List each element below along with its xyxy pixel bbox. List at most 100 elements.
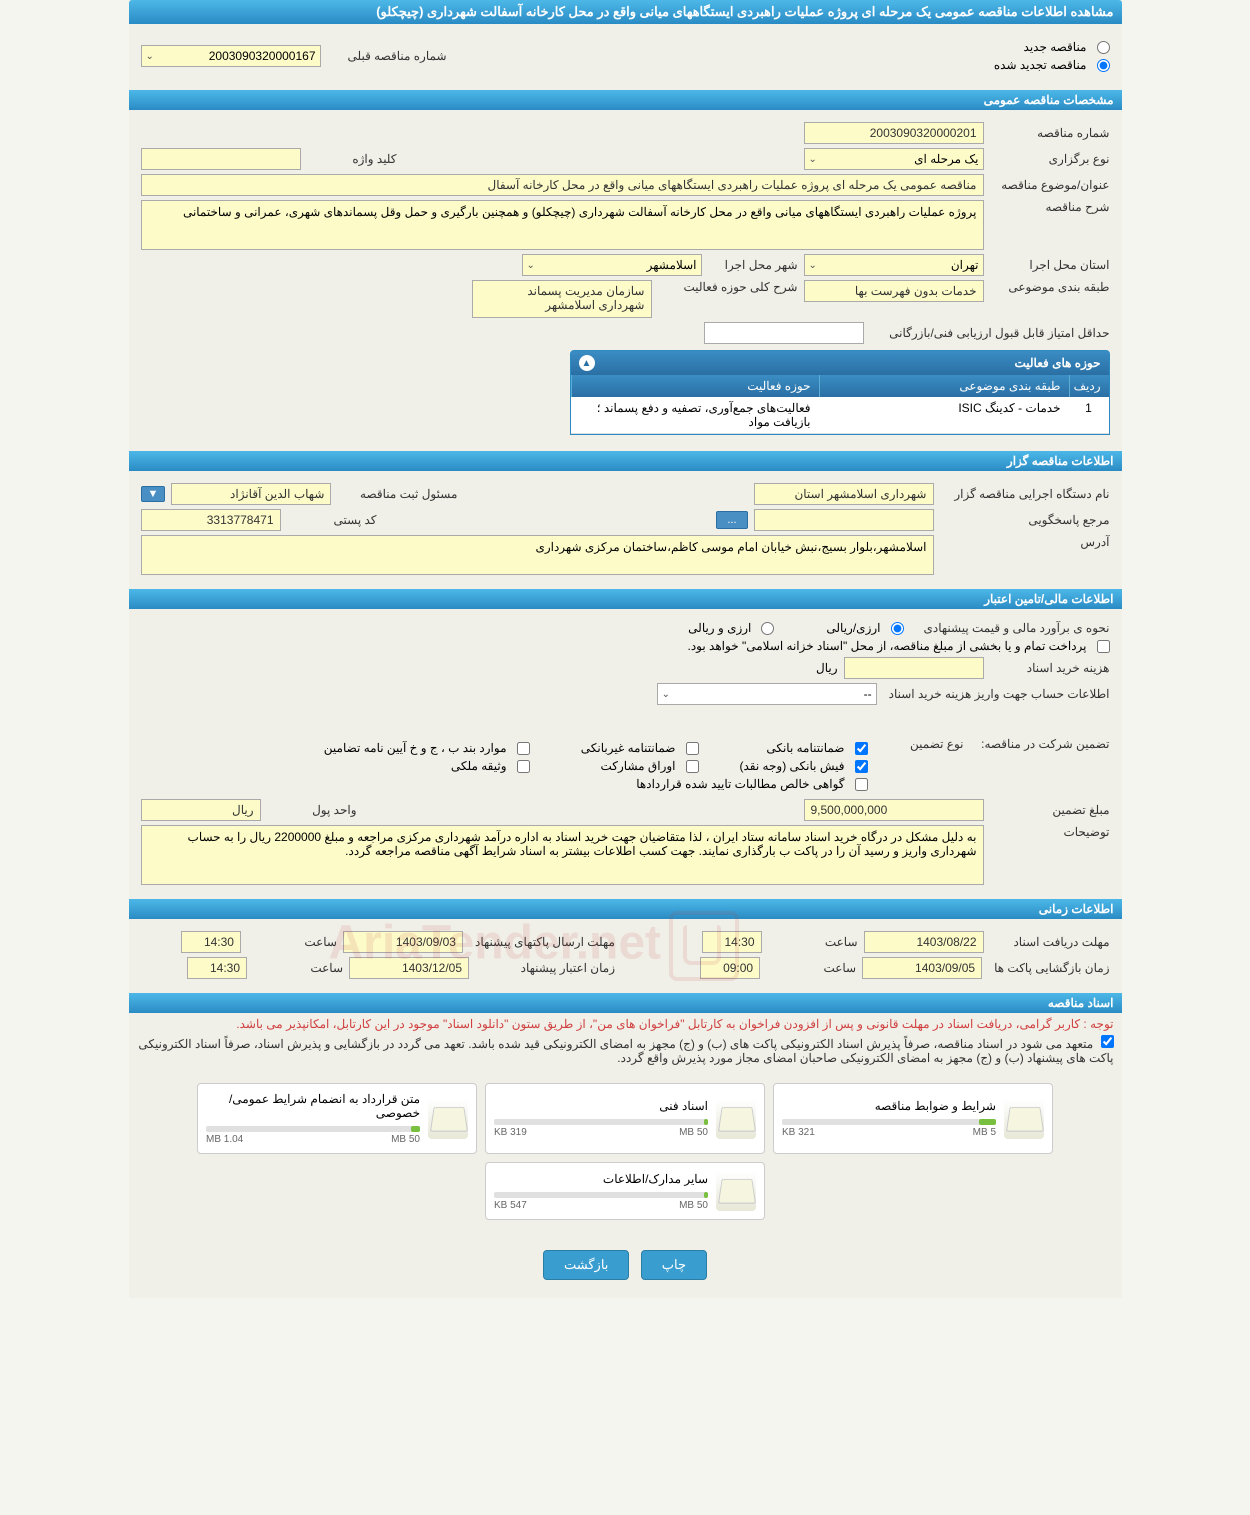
cell-ordinal: 1 [1069, 397, 1109, 433]
doc-price-label: هزینه خرید اسناد [990, 661, 1110, 675]
address-label: آدرس [940, 535, 1110, 549]
validity-time: 14:30 [187, 957, 247, 979]
city-label: شهر محل اجرا [708, 258, 798, 272]
reference-browse-btn[interactable]: ... [716, 511, 747, 529]
doc-price-unit: ریال [816, 661, 838, 675]
folder-icon [716, 1171, 756, 1211]
province-select[interactable]: تهران ⌄ [804, 254, 984, 276]
tender-renewed-radio[interactable] [1097, 59, 1110, 72]
description-field: پروژه عملیات راهبردی ایستگاههای میانی وا… [141, 200, 984, 250]
keyword-label: کلید واژه [307, 152, 397, 166]
chevron-down-icon: ⌄ [146, 51, 154, 62]
cell-category: خدمات - کدینگ ISIC [819, 397, 1069, 433]
file-title: اسناد فنی [494, 1099, 708, 1113]
estimate-label: نحوه ی برآورد مالی و قیمت پیشنهادی [910, 621, 1110, 635]
min-score-field[interactable] [704, 322, 864, 344]
print-button[interactable]: چاپ [641, 1250, 707, 1280]
currency-unit-field: ریال [141, 799, 261, 821]
notes-field: به دلیل مشکل در درگاه خرید اسناد سامانه … [141, 825, 984, 885]
table-row: 1 خدمات - کدینگ ISIC فعالیت‌های جمع‌آوری… [571, 397, 1109, 434]
holding-type-select[interactable]: یک مرحله ای ⌄ [804, 148, 984, 170]
back-button[interactable]: بازگشت [543, 1250, 629, 1280]
file-size: 547 KB [494, 1200, 527, 1211]
g-cash-cb[interactable] [855, 760, 868, 773]
col-ordinal: ردیف [1069, 375, 1109, 397]
g-items-cb[interactable] [517, 742, 530, 755]
tender-new-radio[interactable] [1097, 41, 1110, 54]
guarantee-amount-field: 9,500,000,000 [804, 799, 984, 821]
folder-icon [428, 1099, 468, 1139]
doc-deadline-date: 1403/08/22 [864, 931, 984, 953]
org-name-label: نام دستگاه اجرایی مناقصه گزار [940, 487, 1110, 501]
file-title: سایر مدارک/اطلاعات [494, 1172, 708, 1186]
g-securities-cb[interactable] [686, 760, 699, 773]
folder-icon [1004, 1099, 1044, 1139]
tender-new-label: مناقصه جدید [1024, 40, 1087, 54]
tender-number-field: 2003090320000201 [804, 122, 984, 144]
account-info-label: اطلاعات حساب جهت واریز هزینه خرید اسناد [883, 687, 1110, 701]
prev-number-value: 2003090320000167 [209, 49, 316, 63]
packet-deadline-time: 14:30 [181, 931, 241, 953]
currency-foreign-label: ارزی و ریالی [688, 621, 751, 635]
g-contracts-cb[interactable] [855, 778, 868, 791]
currency-rial-radio[interactable] [891, 622, 904, 635]
keyword-field[interactable] [141, 148, 301, 170]
file-title: متن قرارداد به انضمام شرایط عمومی/خصوصی [206, 1092, 420, 1120]
currency-foreign-radio[interactable] [761, 622, 774, 635]
g-property-cb[interactable] [517, 760, 530, 773]
opening-date: 1403/09/05 [862, 957, 982, 979]
city-value: اسلامشهر [647, 258, 697, 272]
prev-number-select[interactable]: 2003090320000167 ⌄ [141, 45, 321, 67]
chevron-down-icon: ⌄ [809, 154, 817, 165]
g-bank-cb[interactable] [855, 742, 868, 755]
org-name-field: شهرداری اسلامشهر استان [754, 483, 934, 505]
file-size: 1.04 MB [206, 1134, 243, 1145]
file-max: 50 MB [679, 1200, 708, 1211]
progress-fill [704, 1119, 708, 1125]
payment-note-checkbox[interactable] [1097, 640, 1110, 653]
city-select[interactable]: اسلامشهر ⌄ [522, 254, 702, 276]
subject-label: عنوان/موضوع مناقصه [990, 178, 1110, 192]
g-nonbank-cb[interactable] [686, 742, 699, 755]
reg-responsible-btn[interactable]: ▼ [141, 486, 166, 502]
files-grid: شرایط و ضوابط مناقصه 5 MB 321 KB اسناد ف… [129, 1071, 1122, 1232]
doc-deadline-label: مهلت دریافت اسناد [990, 935, 1110, 949]
reg-responsible-field: شهاب الدین آقانژاد [171, 483, 331, 505]
opening-label: زمان بازگشایی پاکت ها [988, 961, 1109, 975]
payment-note: پرداخت تمام و یا بخشی از مبلغ مناقصه، از… [688, 639, 1087, 653]
category-label: طبقه بندی موضوعی [990, 280, 1110, 294]
notes-label: توضیحات [990, 825, 1110, 839]
g-items-label: موارد بند ب ، ج و خ آیین نامه تضامین [324, 741, 507, 755]
collapse-icon[interactable]: ▲ [579, 355, 595, 371]
holding-type-value: یک مرحله ای [914, 152, 978, 166]
file-max: 50 MB [391, 1134, 420, 1145]
section-general: مشخصات مناقصه عمومی [129, 90, 1122, 110]
activities-panel-title: حوزه های فعالیت [1015, 356, 1101, 370]
packet-deadline-label: مهلت ارسال پاکتهای پیشنهاد [469, 935, 615, 949]
prev-number-label: شماره مناقصه قبلی [327, 49, 447, 63]
doc-price-field[interactable] [844, 657, 984, 679]
subject-field: مناقصه عمومی یک مرحله ای پروژه عملیات را… [141, 174, 984, 196]
file-card[interactable]: سایر مدارک/اطلاعات 50 MB 547 KB [485, 1162, 765, 1220]
packet-deadline-date: 1403/09/03 [343, 931, 463, 953]
cell-area: فعالیت‌های جمع‌آوری، تصفیه و دفع پسماند … [571, 397, 819, 433]
doc-deadline-time: 14:30 [702, 931, 762, 953]
postal-field: 3313778471 [141, 509, 281, 531]
col-category: طبقه بندی موضوعی [819, 375, 1069, 397]
file-size: 319 KB [494, 1127, 527, 1138]
province-value: تهران [951, 258, 979, 272]
file-card[interactable]: اسناد فنی 50 MB 319 KB [485, 1083, 765, 1154]
progress-fill [979, 1119, 996, 1125]
file-card[interactable]: متن قرارداد به انضمام شرایط عمومی/خصوصی … [197, 1083, 477, 1154]
commitment-checkbox[interactable] [1101, 1035, 1114, 1048]
chevron-down-icon: ⌄ [662, 689, 670, 700]
account-info-select[interactable]: -- ⌄ [657, 683, 877, 705]
tender-renewed-label: مناقصه تجدید شده [994, 58, 1087, 72]
holding-type-label: نوع برگزاری [990, 152, 1110, 166]
opening-time: 09:00 [700, 957, 760, 979]
file-card[interactable]: شرایط و ضوابط مناقصه 5 MB 321 KB [773, 1083, 1053, 1154]
doc-deadline-time-label: ساعت [768, 935, 858, 949]
g-nonbank-label: ضمانتنامه غیربانکی [536, 741, 676, 755]
validity-date: 1403/12/05 [349, 957, 469, 979]
g-property-label: وثیقه ملکی [451, 759, 507, 773]
